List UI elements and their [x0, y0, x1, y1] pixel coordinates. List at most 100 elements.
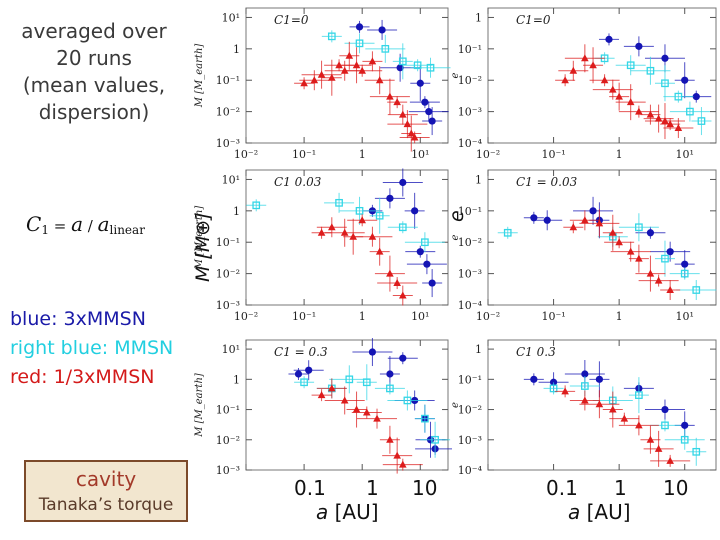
- x-label-right-unit: [AU]: [580, 500, 631, 524]
- plot-frame: [245, 339, 449, 471]
- data-point-red: [317, 70, 326, 78]
- data-point-red: [600, 76, 609, 84]
- data-point-blue: [386, 194, 394, 202]
- data-point-red: [589, 61, 597, 69]
- data-point-blue: [661, 405, 669, 414]
- plot-frame: [487, 339, 717, 471]
- data-point-cyan: [431, 435, 439, 444]
- data-point-blue: [661, 54, 669, 62]
- data-point-red: [407, 129, 416, 137]
- data-point-blue: [423, 260, 431, 268]
- y-tick-label: 10⁻¹: [458, 43, 482, 56]
- data-point-red: [345, 51, 354, 59]
- formula-lhs-sub: 1: [41, 223, 49, 237]
- data-point-blue: [378, 26, 386, 34]
- data-point-blue: [589, 207, 597, 215]
- data-point-red: [403, 120, 412, 128]
- panel-title: C1=0: [274, 13, 309, 27]
- data-point-blue: [399, 354, 407, 362]
- data-point-blue: [386, 370, 394, 378]
- data-point-red: [608, 85, 617, 93]
- data-point-red: [608, 405, 617, 413]
- data-point-cyan: [692, 447, 701, 456]
- y-tick-label: 1: [475, 343, 482, 356]
- data-point-cyan: [252, 201, 261, 210]
- x-big-tick-right-10: 10: [663, 476, 689, 500]
- note-line-1: averaged over: [21, 19, 167, 43]
- data-point-red: [615, 238, 623, 246]
- data-point-cyan: [355, 39, 364, 48]
- y-tick-label: 10⁻³: [458, 106, 482, 119]
- panel-mass-c1-03: 10¹ 1 10⁻¹ 10⁻² 10⁻³ C1 = 0.3 M [M_earth]: [194, 338, 452, 477]
- cavity-title: cavity: [75, 467, 137, 491]
- formula-numerator: a: [71, 212, 83, 236]
- data-point-cyan: [661, 254, 669, 263]
- data-point-red: [398, 460, 407, 468]
- data-point-blue: [681, 76, 689, 84]
- y-tick-label: 10⁻⁴: [458, 299, 483, 312]
- y-tick-label: 10⁻⁴: [458, 464, 483, 477]
- data-point-cyan: [381, 44, 390, 53]
- data-point-red: [358, 216, 366, 224]
- data-point-red: [352, 61, 361, 69]
- data-point-blue: [399, 178, 407, 187]
- data-point-blue: [294, 370, 303, 378]
- data-point-cyan: [300, 378, 308, 387]
- data-point-cyan: [398, 57, 407, 66]
- y-tick-label: 10⁻³: [458, 268, 482, 281]
- panel-title: C1 0.3: [516, 345, 556, 359]
- data-point-red: [358, 66, 366, 74]
- y-tick-label: 10⁻¹: [216, 74, 240, 87]
- plot-frame: [245, 169, 449, 306]
- x-big-tick-left-10: 10: [412, 476, 438, 500]
- data-point-red: [340, 396, 349, 404]
- x-tick-label: 10⁻²: [476, 148, 500, 161]
- data-point-cyan: [646, 66, 655, 75]
- data-point-blue: [305, 366, 313, 374]
- data-point-cyan: [421, 238, 429, 247]
- x-tick-label: 10¹: [676, 148, 694, 161]
- x-axis-label-left: a [AU]: [316, 500, 379, 524]
- cavity-box: cavity Tanaka’s torque: [24, 460, 188, 522]
- data-point-red: [581, 216, 589, 224]
- y-tick-label: 10⁻⁴: [458, 137, 483, 150]
- data-point-cyan: [635, 391, 643, 399]
- x-label-left-unit: [AU]: [328, 500, 379, 524]
- data-point-red: [646, 269, 655, 277]
- data-point-blue: [605, 35, 613, 43]
- data-point-red: [595, 219, 604, 227]
- data-point-red: [569, 66, 578, 74]
- y-tick-label: 10¹: [222, 173, 240, 186]
- y-axis-label-small: M [M_earth]: [194, 206, 205, 271]
- x-big-tick-right-01: 0.1: [546, 476, 578, 500]
- data-point-blue: [549, 378, 558, 386]
- data-point-red: [393, 279, 401, 287]
- x-tick-label: 10⁻¹: [541, 148, 565, 161]
- data-point-blue: [425, 108, 433, 116]
- data-point-red: [635, 421, 643, 429]
- y-tick-label: 10¹: [222, 11, 240, 24]
- y-tick-label: 10⁻²: [216, 106, 240, 119]
- y-tick-label: 10⁻³: [216, 137, 240, 150]
- y-axis-label-small: M [M_earth]: [194, 44, 205, 109]
- data-point-blue: [530, 214, 538, 222]
- data-point-cyan: [398, 223, 407, 232]
- data-point-blue: [530, 375, 538, 383]
- data-point-red: [375, 76, 384, 84]
- data-point-red: [352, 405, 361, 413]
- data-point-red: [654, 444, 663, 452]
- data-point-red: [581, 54, 589, 62]
- x-tick-label: 10¹: [411, 148, 429, 161]
- data-point-red: [328, 73, 336, 81]
- formula-equals: =: [48, 217, 72, 235]
- y-tick-label: 10⁻²: [458, 404, 482, 417]
- data-point-blue: [416, 79, 424, 87]
- data-point-blue: [681, 260, 689, 268]
- x-axis-label-right: a [AU]: [568, 500, 631, 524]
- data-point-cyan: [680, 435, 689, 444]
- data-point-blue: [646, 229, 655, 237]
- data-point-cyan: [674, 92, 683, 101]
- data-point-red: [368, 57, 377, 65]
